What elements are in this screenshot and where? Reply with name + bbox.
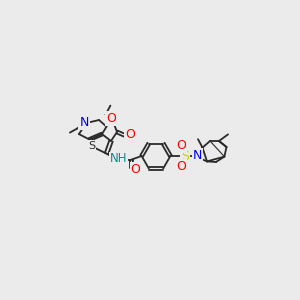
Text: S: S: [181, 149, 189, 163]
Text: O: O: [131, 163, 140, 176]
Text: O: O: [177, 160, 186, 173]
Text: N: N: [79, 116, 89, 129]
Text: O: O: [177, 139, 186, 152]
Text: S: S: [88, 141, 95, 151]
Text: O: O: [125, 128, 135, 141]
Text: N: N: [193, 148, 202, 162]
Text: O: O: [106, 112, 116, 125]
Text: NH: NH: [110, 152, 128, 166]
